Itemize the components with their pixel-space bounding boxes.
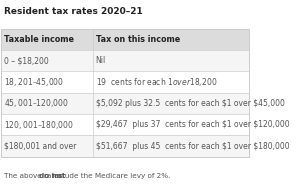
Text: $120,001 – $180,000: $120,001 – $180,000 xyxy=(4,119,74,131)
Text: $45,001 – $120,000: $45,001 – $120,000 xyxy=(4,97,69,109)
Bar xyxy=(2,135,249,157)
Text: 0 – $18,200: 0 – $18,200 xyxy=(4,56,49,65)
Bar xyxy=(2,71,249,93)
Text: Resident tax rates 2020–21: Resident tax rates 2020–21 xyxy=(4,7,143,16)
Text: The above rates: The above rates xyxy=(4,173,65,179)
Text: $180,001 and over: $180,001 and over xyxy=(4,142,77,151)
Text: include the Medicare levy of 2%.: include the Medicare levy of 2%. xyxy=(50,173,170,179)
Text: $29,467  plus 37  cents for each $1 over $120,000: $29,467 plus 37 cents for each $1 over $… xyxy=(95,120,289,129)
Bar xyxy=(2,93,249,114)
Text: Taxable income: Taxable income xyxy=(4,35,74,44)
Text: $5,092 plus 32.5  cents for each $1 over $45,000: $5,092 plus 32.5 cents for each $1 over … xyxy=(95,99,284,108)
Bar xyxy=(2,114,249,135)
Text: Nil: Nil xyxy=(95,56,106,65)
Text: Tax on this income: Tax on this income xyxy=(95,35,180,44)
Text: $51,667  plus 45  cents for each $1 over $180,000: $51,667 plus 45 cents for each $1 over $… xyxy=(95,142,289,151)
Bar xyxy=(2,29,249,50)
Text: 19  cents for each $1 over $18,200: 19 cents for each $1 over $18,200 xyxy=(95,76,217,88)
Text: $18,201 – $45,000: $18,201 – $45,000 xyxy=(4,76,64,88)
Bar xyxy=(2,50,249,71)
Text: do not: do not xyxy=(39,173,65,179)
Bar xyxy=(2,29,249,157)
